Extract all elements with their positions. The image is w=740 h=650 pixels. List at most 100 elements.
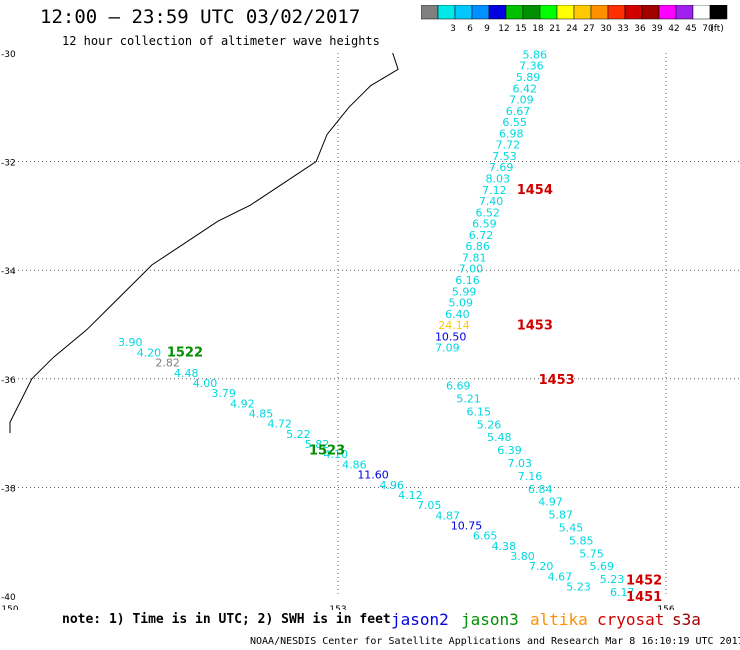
- colorbar-tick-label: 36: [634, 24, 646, 34]
- y-tick-label: -32: [1, 159, 16, 169]
- wave-height-label: 6.40: [445, 308, 470, 321]
- colorbar-tick-label: 24: [566, 24, 578, 34]
- wave-height-label: 5.23: [566, 581, 591, 594]
- wave-height-label: 4.96: [380, 479, 405, 492]
- coastline: [9, 52, 399, 434]
- wave-height-label: 3.79: [211, 387, 236, 400]
- wave-height-label: 5.89: [516, 71, 541, 84]
- wave-height-label: 6.65: [473, 530, 498, 543]
- wave-height-label: 4.85: [249, 407, 274, 420]
- legend-cryosat: cryosat: [597, 610, 665, 629]
- wave-height-label: 6.98: [499, 127, 524, 140]
- wave-height-label: 7.72: [496, 139, 521, 152]
- wave-height-label: 4.12: [398, 489, 423, 502]
- credit-line: NOAA/NESDIS Center for Satellite Applica…: [250, 636, 740, 647]
- wave-height-label: 24.14: [438, 319, 470, 332]
- y-tick-label: -30: [1, 50, 16, 60]
- wave-height-label: 7.36: [519, 60, 544, 73]
- colorbar-tick-label: 3: [450, 24, 456, 34]
- wave-height-label: 3.80: [510, 550, 535, 563]
- wave-height-label: 6.55: [502, 116, 527, 129]
- colorbar-units: (ft): [710, 24, 724, 34]
- colorbar-tick-label: 6: [467, 24, 473, 34]
- pass-time-label: 1453: [517, 319, 553, 334]
- pass-time-label: 1523: [309, 443, 345, 458]
- colorbar-tick-label: 33: [617, 24, 628, 34]
- wave-height-label: 4.87: [436, 509, 461, 522]
- wave-height-label: 4.97: [538, 496, 563, 509]
- colorbar-tick-label: 30: [600, 24, 612, 34]
- wave-height-label: 7.53: [492, 150, 517, 163]
- page-title: 12:00 – 23:59 UTC 03/02/2017: [40, 6, 361, 28]
- wave-height-label: 7.40: [479, 195, 504, 208]
- wave-height-label: 7.05: [417, 499, 442, 512]
- wave-height-label: 5.48: [487, 431, 512, 444]
- wave-height-label: 6.39: [497, 444, 522, 457]
- colorbar-tick-label: 70: [702, 24, 714, 34]
- wave-height-label: 4.86: [342, 458, 367, 471]
- colorbar-tick-label: 42: [668, 24, 679, 34]
- wave-height-label: 7.09: [509, 94, 534, 107]
- pass-time-label: 1522: [167, 346, 203, 361]
- wave-height-label: 11.60: [357, 469, 389, 482]
- wave-height-label: 4.00: [193, 377, 218, 390]
- pass-time-label: 1454: [517, 183, 553, 198]
- legend-altika: altika: [530, 610, 588, 629]
- wave-height-label: 5.75: [579, 547, 604, 560]
- wave-height-label: 4.20: [137, 346, 162, 359]
- wave-height-label: 7.81: [462, 251, 487, 264]
- wave-height-label: 5.85: [569, 534, 594, 547]
- wave-height-label: 6.52: [475, 206, 500, 219]
- wave-height-label: 5.86: [523, 48, 548, 61]
- y-tick-label: -34: [1, 267, 16, 277]
- colorbar-tick-label: 9: [484, 24, 490, 34]
- wave-height-label: 10.50: [435, 330, 467, 343]
- x-tick-label: 156: [657, 605, 674, 610]
- wave-height-label: 5.22: [286, 428, 311, 441]
- colorbar-tick-label: 27: [583, 24, 594, 34]
- wave-height-label: 6.15: [467, 405, 492, 418]
- wave-height-label: 6.42: [512, 82, 537, 95]
- color-scale-bar: 3 6 9 12 15 18 21 24 27 30 33 36 39 42 45 70(ft): [421, 5, 728, 34]
- color-swatch: [709, 5, 728, 20]
- x-tick-label: 150: [1, 605, 18, 610]
- wave-height-label: 4.48: [174, 367, 199, 380]
- wave-height-label: 7.03: [508, 457, 533, 470]
- legend-jason2: jason2: [391, 610, 449, 629]
- colorbar-tick-label: 12: [498, 24, 509, 34]
- wave-height-label: 4.38: [492, 540, 517, 553]
- wave-height-label: 7.12: [482, 184, 507, 197]
- y-tick-label: -36: [1, 376, 16, 386]
- wave-height-label: 7.16: [518, 470, 543, 483]
- y-tick-label: -38: [1, 484, 16, 494]
- pass-time-label: 1452: [626, 574, 662, 589]
- wave-height-label: 6.16: [455, 274, 480, 287]
- y-tick-label: -40: [1, 593, 16, 603]
- colorbar-tick-label: 39: [651, 24, 663, 34]
- altimeter-map: 150153156159162165-30-32-34-36-38-405.86…: [1, 48, 740, 610]
- pass-time-label: 1453: [539, 373, 575, 388]
- colorbar-tick-label: 18: [532, 24, 544, 34]
- wave-height-label: 4.92: [230, 397, 255, 410]
- page-subtitle: 12 hour collection of altimeter wave hei…: [62, 34, 380, 48]
- wave-height-label: 6.86: [465, 240, 490, 253]
- pass-time-label: 1451: [626, 590, 662, 605]
- wave-height-label: 5.69: [590, 560, 615, 573]
- wave-height-label: 7.00: [459, 263, 484, 276]
- legend-s3a: s3a: [672, 610, 701, 629]
- wave-height-label: 4.10: [323, 448, 348, 461]
- wave-height-label: 6.17: [610, 586, 635, 599]
- wave-height-label: 6.59: [472, 218, 497, 231]
- colorbar-tick-label: 15: [515, 24, 526, 34]
- wave-height-label: 6.84: [528, 483, 553, 496]
- wave-height-label: 5.99: [452, 285, 477, 298]
- wave-height-label: 7.69: [489, 161, 514, 174]
- wave-height-label: 6.72: [469, 229, 494, 242]
- wave-height-label: 7.20: [529, 560, 554, 573]
- colorbar-tick-label: 45: [685, 24, 696, 34]
- wave-height-label: 5.23: [600, 573, 625, 586]
- wave-height-label: 10.75: [451, 519, 483, 532]
- legend-jason3: jason3: [461, 610, 519, 629]
- wave-height-label: 5.21: [456, 393, 481, 406]
- wave-height-label: 6.67: [506, 105, 531, 118]
